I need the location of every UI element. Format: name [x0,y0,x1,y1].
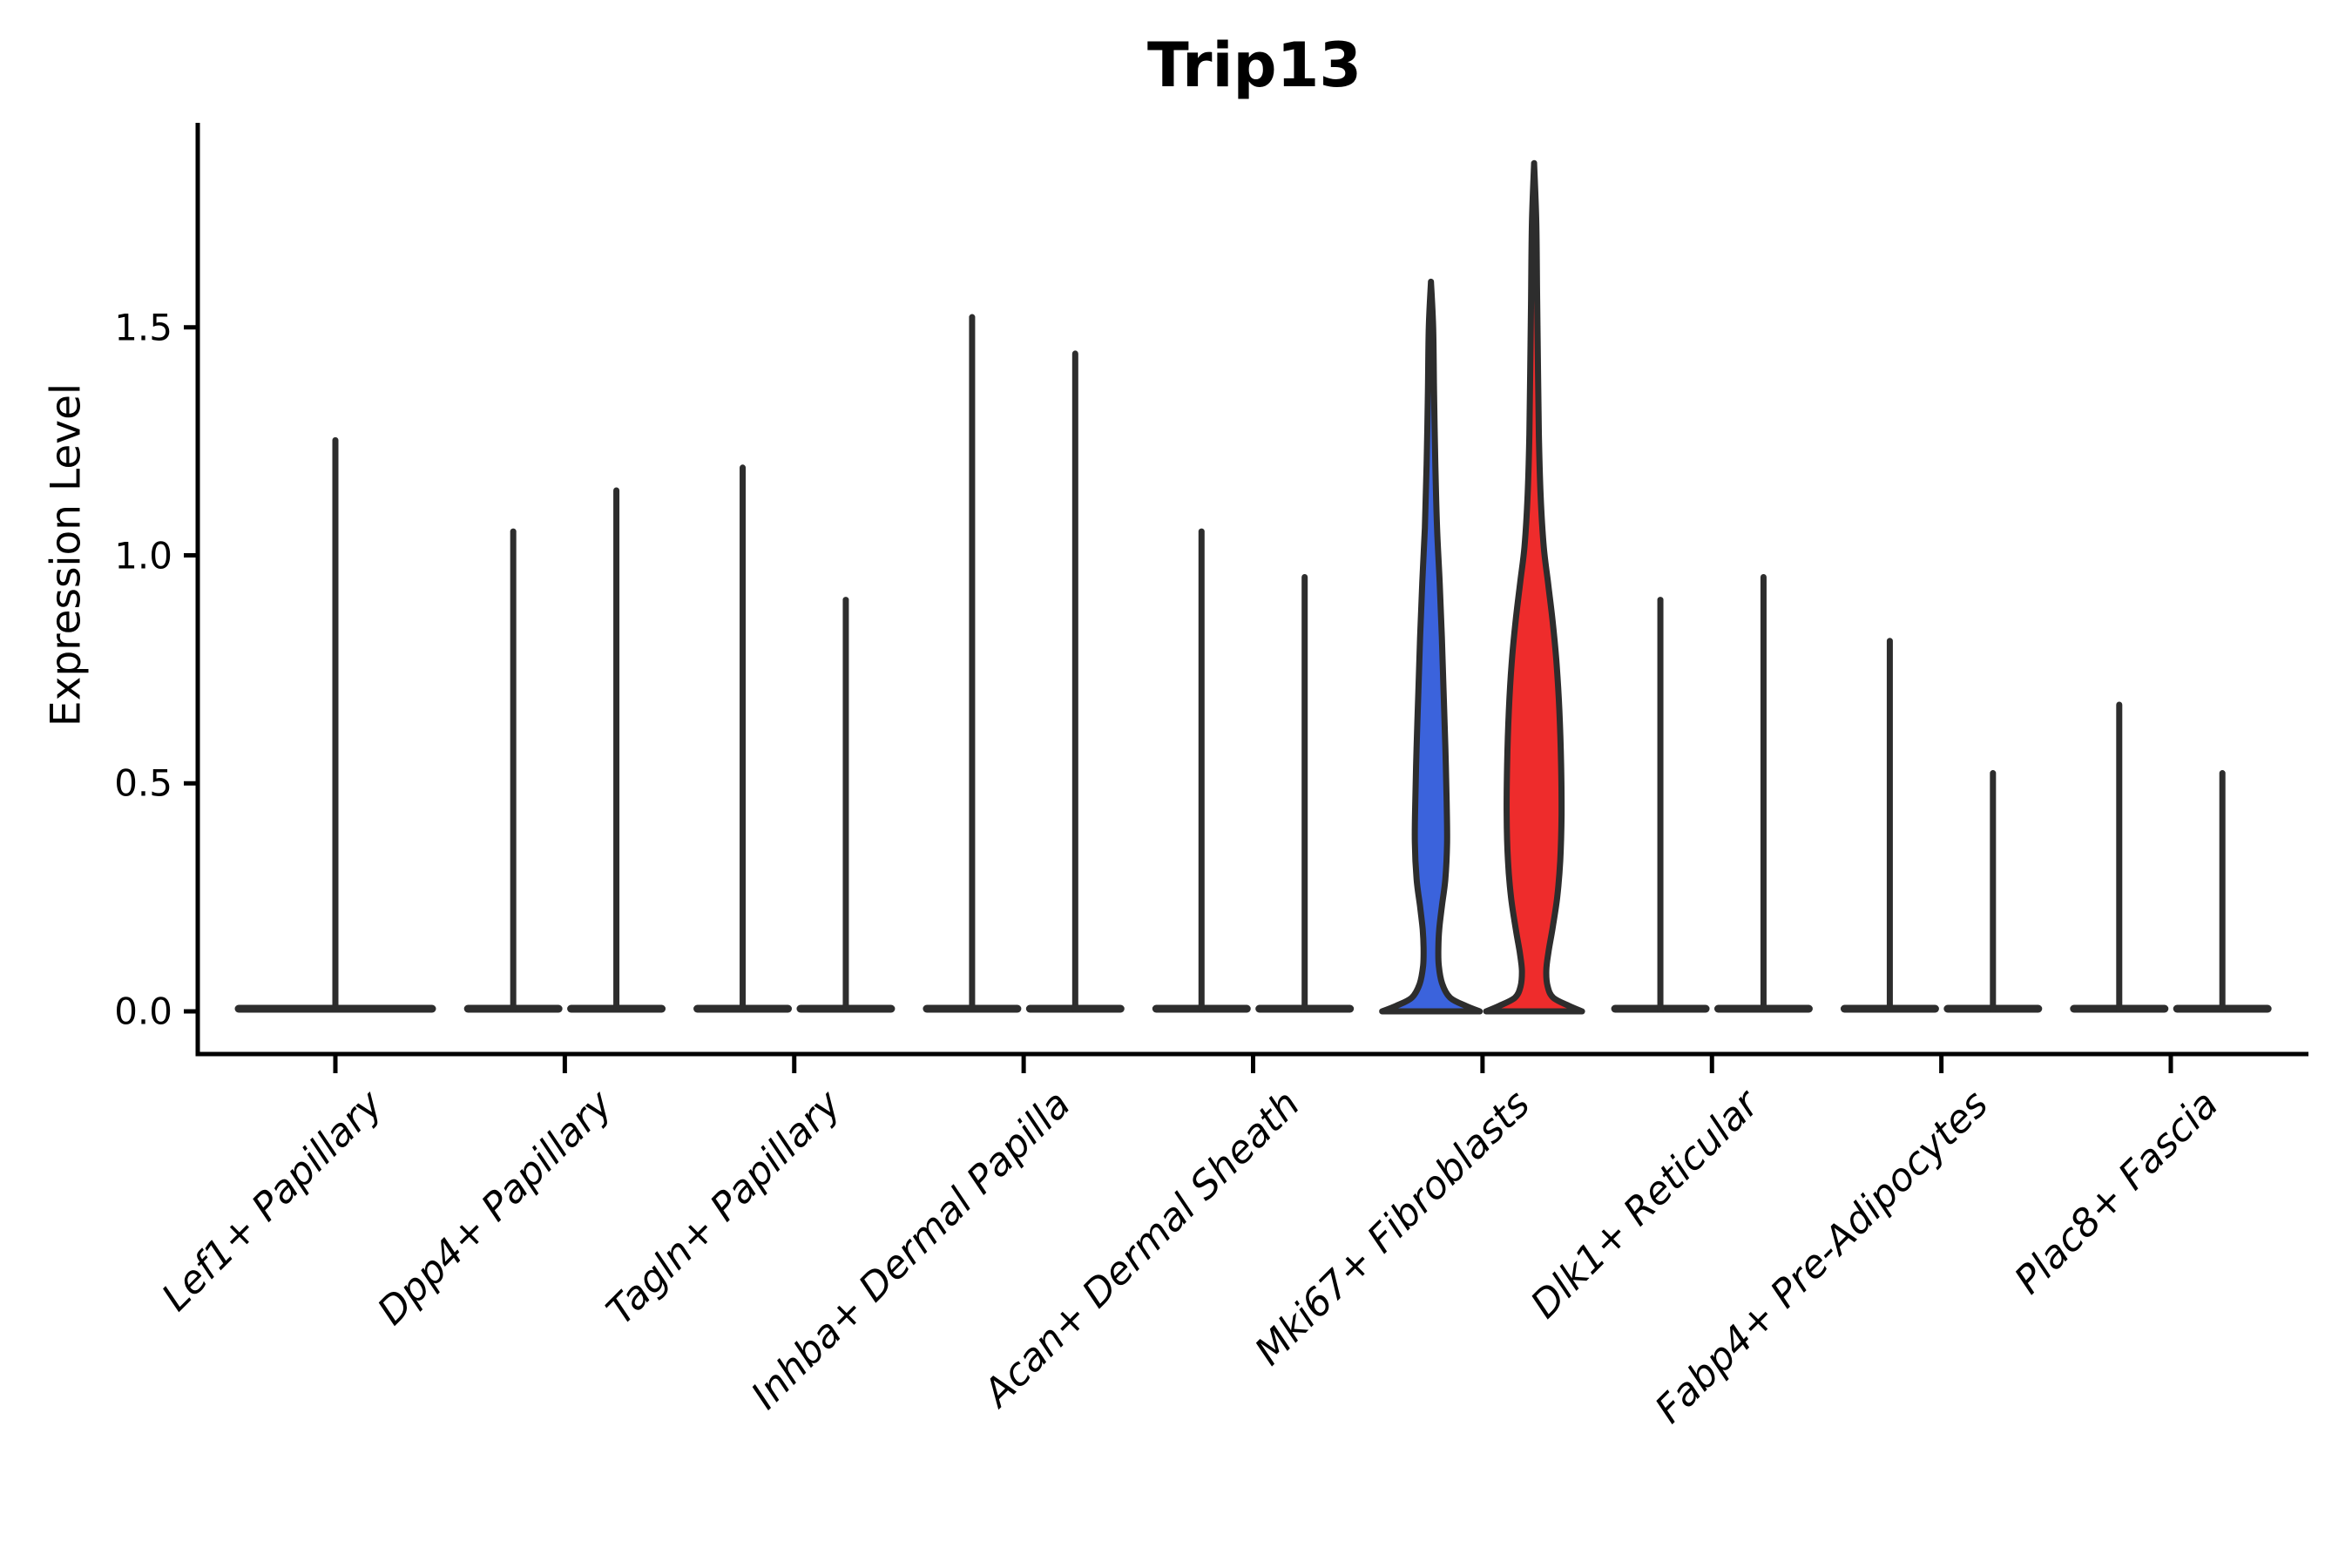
y-tick-label: 0.0 [114,990,172,1033]
y-tick-label: 0.5 [114,761,172,805]
y-tick-label: 1.5 [114,306,172,349]
y-tick-label: 1.0 [114,534,172,577]
violin-body-red [1483,159,1585,1015]
violin-body-blue [1379,278,1484,1015]
chart-title: Trip13 [1146,30,1362,101]
y-axis-label: Expression Level [42,382,91,727]
